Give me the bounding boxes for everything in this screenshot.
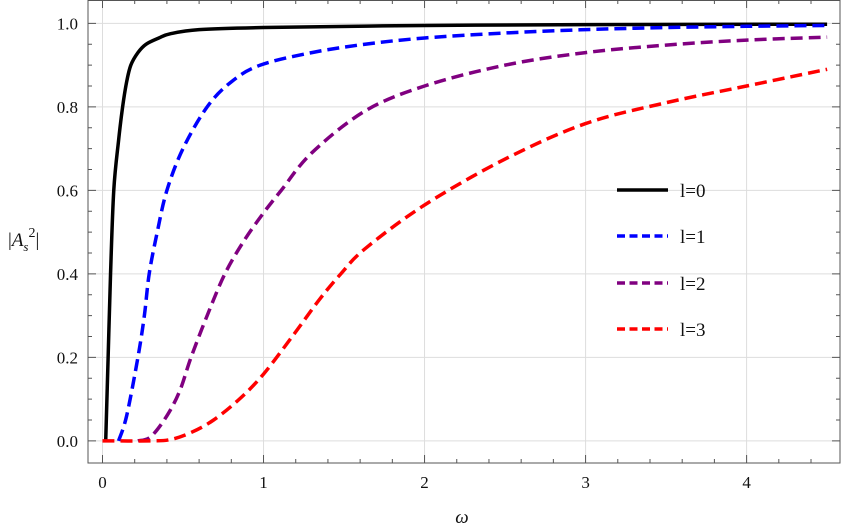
series-line-l-1 [116, 23, 828, 442]
series-line-l-2 [137, 35, 828, 443]
x-tick-label: 2 [420, 473, 429, 492]
plot-frame [87, 0, 841, 464]
x-tick-label: 3 [581, 473, 590, 492]
legend: l=0 l=1 l=2 l=3 [617, 181, 706, 341]
legend-label: l=2 [680, 274, 706, 295]
x-tick-label: 4 [742, 473, 751, 492]
legend-label: l=3 [680, 320, 706, 341]
y-tick-label: 1.0 [57, 14, 78, 33]
legend-label: l=0 [680, 181, 706, 202]
series-line-l-3 [102, 67, 828, 443]
x-tick-label: 0 [98, 473, 107, 492]
legend-label: l=1 [680, 227, 706, 248]
y-axis-label: |As2| [8, 226, 39, 254]
y-tick-label: 0.2 [57, 348, 78, 367]
y-tick-label: 0.0 [57, 432, 78, 451]
y-tick-label: 0.8 [57, 98, 78, 117]
series-line-l-0 [103, 22, 828, 441]
x-axis-label: ω [455, 507, 468, 528]
y-tick-label: 0.4 [57, 265, 79, 284]
ticks: 0 1 2 3 4 0.0 0.2 0.4 0.6 0.8 1.0 [57, 0, 840, 492]
y-tick-label: 0.6 [57, 181, 78, 200]
grid [88, 0, 840, 463]
curves [102, 22, 828, 443]
x-tick-label: 1 [259, 473, 268, 492]
